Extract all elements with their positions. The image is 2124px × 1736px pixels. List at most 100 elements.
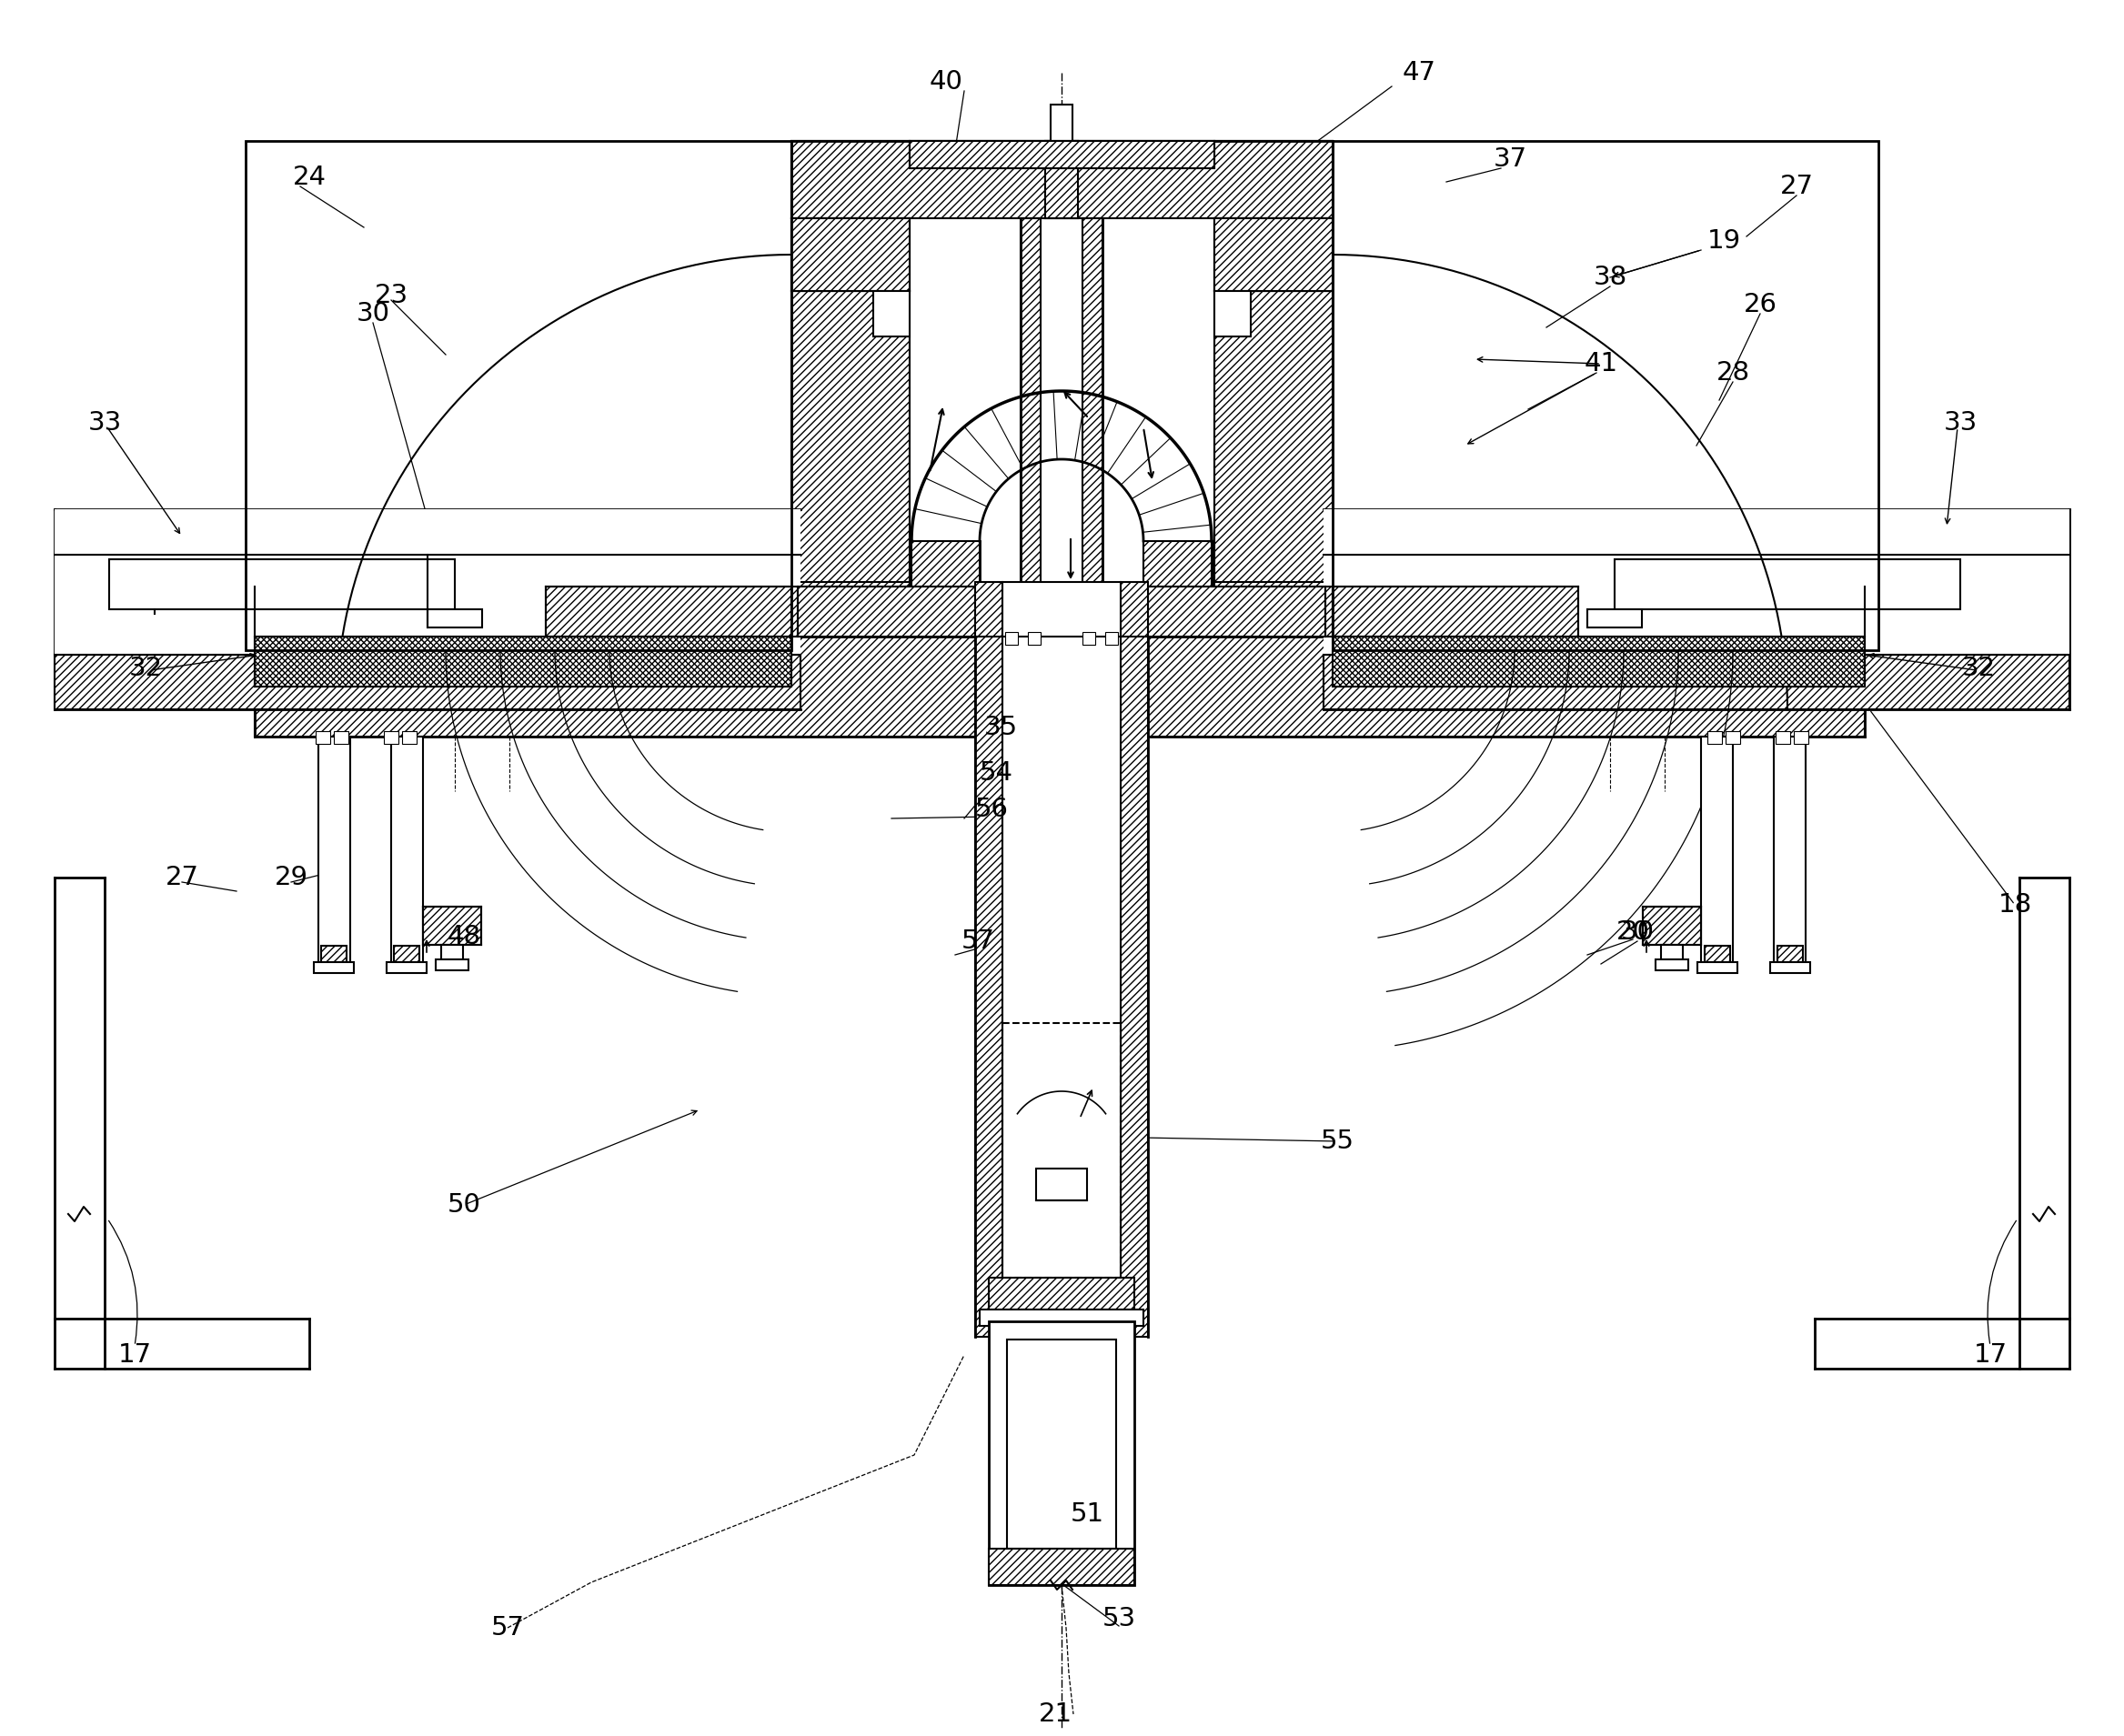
Bar <box>1701 736 1733 963</box>
Text: 57: 57 <box>960 929 994 955</box>
Bar <box>1332 141 1878 651</box>
Text: 32: 32 <box>130 656 161 681</box>
Bar <box>1587 609 1642 627</box>
Bar <box>1769 962 1810 974</box>
Text: 47: 47 <box>1402 61 1436 85</box>
Bar <box>1037 1168 1087 1200</box>
Bar <box>1143 542 1211 615</box>
Bar <box>1003 1023 1121 1278</box>
Bar <box>1045 141 1077 219</box>
Bar <box>979 1309 1143 1326</box>
Text: 30: 30 <box>357 300 391 326</box>
Bar <box>255 637 1865 736</box>
Bar <box>393 946 418 962</box>
Bar <box>1725 731 1740 743</box>
Bar <box>1655 960 1689 970</box>
Bar <box>1215 219 1332 292</box>
Bar <box>792 219 909 292</box>
Bar <box>1706 946 1731 962</box>
Text: 29: 29 <box>274 865 308 891</box>
Bar <box>909 219 1215 609</box>
Bar <box>442 944 463 960</box>
Text: 55: 55 <box>1321 1128 1353 1154</box>
Bar <box>401 731 416 743</box>
Text: 20: 20 <box>1616 920 1650 944</box>
Bar <box>909 141 1215 168</box>
Bar <box>792 219 909 292</box>
Bar <box>1083 219 1102 609</box>
Bar <box>1003 609 1121 1337</box>
Bar <box>1776 731 1791 743</box>
Text: 33: 33 <box>87 410 121 436</box>
Bar <box>384 731 399 743</box>
Text: 17: 17 <box>1973 1342 2007 1368</box>
Text: 40: 40 <box>930 69 962 94</box>
Text: 41: 41 <box>1585 351 1618 377</box>
Bar <box>873 292 909 337</box>
Text: 33: 33 <box>1943 410 1977 436</box>
Bar <box>108 559 455 609</box>
Bar <box>1614 559 1960 609</box>
Bar <box>792 141 1332 219</box>
Text: 35: 35 <box>983 715 1017 740</box>
Bar <box>1661 944 1682 960</box>
Bar <box>255 637 792 686</box>
Bar <box>255 587 1865 637</box>
Text: 37: 37 <box>1493 146 1527 172</box>
Text: 28: 28 <box>1716 359 1750 385</box>
Bar <box>1474 587 1865 637</box>
Bar <box>911 542 979 615</box>
Bar <box>391 736 423 963</box>
Text: 48: 48 <box>446 924 480 950</box>
Bar <box>314 962 355 974</box>
Text: 32: 32 <box>1963 656 1994 681</box>
Bar <box>990 1278 1134 1309</box>
Bar <box>1774 736 1805 963</box>
Bar <box>1697 962 1737 974</box>
Bar <box>1121 582 1147 637</box>
Text: 27: 27 <box>1780 174 1814 200</box>
Bar <box>990 1549 1134 1585</box>
Text: 57: 57 <box>491 1614 525 1641</box>
Bar <box>1083 632 1096 644</box>
Bar <box>1778 946 1803 962</box>
Bar <box>1323 509 2069 710</box>
Bar <box>333 731 348 743</box>
Bar <box>1215 292 1251 337</box>
Bar <box>1332 637 1865 686</box>
Text: 17: 17 <box>117 1342 151 1368</box>
Bar <box>387 962 427 974</box>
Text: 50: 50 <box>448 1193 480 1217</box>
Bar <box>1104 632 1117 644</box>
Bar <box>975 582 1003 637</box>
Bar <box>909 141 1215 168</box>
Bar <box>1007 1340 1115 1549</box>
Bar <box>1003 582 1121 637</box>
Text: 21: 21 <box>1039 1701 1073 1727</box>
Text: 56: 56 <box>975 797 1009 823</box>
Text: 18: 18 <box>1999 892 2033 918</box>
Bar <box>1045 141 1077 219</box>
Bar <box>1323 654 2069 710</box>
Text: 23: 23 <box>374 283 408 309</box>
Bar <box>321 946 346 962</box>
Bar <box>1215 141 1332 615</box>
Bar <box>1215 219 1332 292</box>
Bar <box>1022 219 1041 609</box>
Bar <box>1147 587 1325 637</box>
Bar <box>975 609 1003 1337</box>
Text: 19: 19 <box>1708 227 1742 253</box>
Bar <box>1708 731 1723 743</box>
Bar <box>792 582 909 637</box>
Bar <box>435 960 469 970</box>
Text: 53: 53 <box>1102 1606 1136 1632</box>
Bar <box>55 654 801 710</box>
Text: 54: 54 <box>979 760 1013 786</box>
Bar <box>1028 632 1041 644</box>
Text: 38: 38 <box>1593 264 1627 290</box>
Text: 51: 51 <box>1070 1502 1104 1528</box>
Bar <box>792 141 1332 214</box>
Bar <box>246 141 792 651</box>
Text: 26: 26 <box>1744 292 1778 318</box>
Bar <box>1795 731 1808 743</box>
